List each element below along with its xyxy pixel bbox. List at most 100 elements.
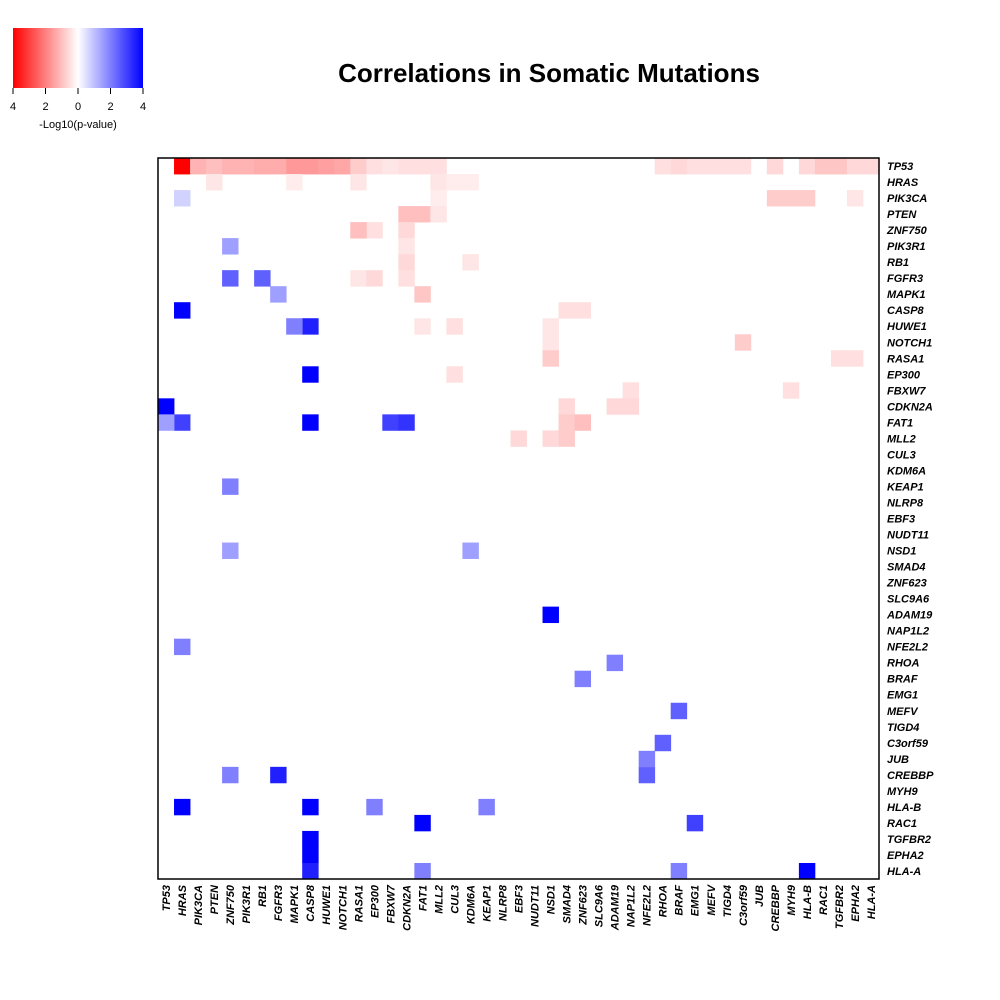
col-label-FAT1: FAT1 bbox=[417, 885, 429, 911]
heatmap-cell-FBXW7-NAP1L2 bbox=[622, 382, 640, 399]
col-label-HUWE1: HUWE1 bbox=[321, 885, 333, 925]
col-label-ZNF750: ZNF750 bbox=[225, 884, 237, 926]
col-label-KEAP1: KEAP1 bbox=[481, 885, 493, 922]
col-label-HRAS: HRAS bbox=[177, 884, 189, 916]
color-legend-label: -Log10(p-value) bbox=[39, 119, 117, 131]
color-legend-tick-label: 4 bbox=[140, 101, 146, 113]
row-label-FGFR3: FGFR3 bbox=[887, 273, 923, 285]
heatmap-cell-HUWE1-MAPK1 bbox=[286, 318, 303, 335]
col-label-CREBBP: CREBBP bbox=[770, 884, 782, 931]
heatmap-cell-TP53-HUWE1 bbox=[318, 158, 335, 175]
row-label-KDM6A: KDM6A bbox=[887, 465, 926, 477]
row-label-RHOA: RHOA bbox=[887, 658, 919, 670]
col-label-CDKN2A: CDKN2A bbox=[401, 885, 413, 931]
col-label-RHOA: RHOA bbox=[658, 885, 670, 917]
heatmap-cell-TP53-ZNF750 bbox=[222, 158, 239, 175]
heatmap-cell-RAC1-EMG1 bbox=[686, 814, 704, 832]
col-label-NLRP8: NLRP8 bbox=[497, 884, 509, 921]
col-label-TIGD4: TIGD4 bbox=[722, 885, 734, 917]
row-label-ZNF623: ZNF623 bbox=[886, 578, 927, 590]
row-label-NUDT11: NUDT11 bbox=[887, 530, 929, 542]
col-label-CASP8: CASP8 bbox=[305, 884, 317, 922]
row-label-BRAF: BRAF bbox=[887, 674, 918, 686]
heatmap-cell-TP53-BRAF bbox=[670, 158, 688, 175]
heatmap-cell-FAT1-HRAS bbox=[174, 414, 191, 431]
heatmap-cell-CASP8-HUWE1 bbox=[302, 318, 319, 335]
heatmap-cell-HRAS-PIK3CA bbox=[174, 190, 191, 207]
heatmap-cell-HLA-A-BRAF bbox=[670, 862, 688, 880]
heatmap-cell-TP53-PTEN bbox=[206, 158, 223, 175]
heatmap-cell-FGFR3-RASA1 bbox=[350, 270, 367, 287]
heatmap-cell-RAC1-FAT1 bbox=[414, 814, 431, 832]
row-label-TP53: TP53 bbox=[887, 161, 913, 173]
heatmap-cell-MLL2-NSD1 bbox=[542, 430, 559, 447]
col-label-EMG1: EMG1 bbox=[690, 885, 702, 916]
heatmap-cell-HLA-A-FAT1 bbox=[414, 862, 431, 880]
column-labels: TP53 HRAS PIK3CA PTEN ZNF750 PIK3R1 RB1 FGFR3 MA… bbox=[161, 883, 878, 931]
row-label-FBXW7: FBXW7 bbox=[887, 385, 926, 397]
row-label-ZNF750: ZNF750 bbox=[886, 225, 928, 237]
heatmap-cell-CASP8-HRAS bbox=[174, 302, 191, 319]
heatmap-cell-TP53-EP300 bbox=[366, 158, 383, 175]
heatmap-cell-FAT1-SMAD4 bbox=[558, 414, 575, 431]
row-label-PTEN: PTEN bbox=[887, 209, 917, 221]
row-label-NLRP8: NLRP8 bbox=[887, 497, 924, 509]
row-label-NFE2L2: NFE2L2 bbox=[887, 642, 928, 654]
row-label-RB1: RB1 bbox=[887, 257, 909, 269]
heatmap-cell-ZNF623-BRAF bbox=[574, 670, 591, 688]
col-label-ADAM19: ADAM19 bbox=[610, 884, 622, 931]
heatmap-cell-HRAS-KDM6A bbox=[462, 174, 479, 191]
heatmap-cell-HLA-B-KEAP1 bbox=[478, 798, 495, 816]
row-label-TIGD4: TIGD4 bbox=[887, 722, 919, 734]
row-label-C3orf59: C3orf59 bbox=[887, 738, 929, 750]
heatmap-cell-RASA1-TGFBR2 bbox=[830, 350, 848, 367]
heatmap-cell-CREBBP-ZNF750 bbox=[222, 766, 239, 784]
heatmap-cell-CASP8-EP300 bbox=[302, 366, 319, 383]
col-label-C3orf59: C3orf59 bbox=[738, 884, 750, 926]
heatmap-cell-CASP8-ZNF623 bbox=[574, 302, 591, 319]
row-label-MLL2: MLL2 bbox=[887, 433, 916, 445]
color-legend-bar bbox=[13, 28, 143, 88]
col-label-TGFBR2: TGFBR2 bbox=[834, 885, 846, 929]
heatmap-cell-PIK3CA-CREBBP bbox=[766, 190, 784, 207]
heatmap-cells bbox=[158, 158, 880, 880]
col-label-BRAF: BRAF bbox=[674, 885, 686, 916]
heatmap-cell-MLL2-EBF3 bbox=[510, 430, 527, 447]
col-label-MLL2: MLL2 bbox=[433, 885, 445, 914]
row-label-NSD1: NSD1 bbox=[887, 546, 916, 558]
row-label-NOTCH1: NOTCH1 bbox=[887, 337, 932, 349]
heatmap-cell-TP53-CASP8 bbox=[302, 158, 319, 175]
col-label-HLA-A: HLA-A bbox=[866, 885, 878, 919]
heatmap-cell-TP53-RAC1 bbox=[814, 158, 832, 175]
heatmap-cell-TP53-RB1 bbox=[254, 158, 271, 175]
heatmap-cell-RB1-KDM6A bbox=[462, 254, 479, 271]
plot-frame bbox=[157, 157, 880, 880]
heatmap-cell-FAT1-TP53 bbox=[158, 414, 175, 431]
heatmap-cell-CASP8-SMAD4 bbox=[558, 302, 575, 319]
row-label-RAC1: RAC1 bbox=[887, 818, 917, 830]
heatmap-cell-TP53-CREBBP bbox=[766, 158, 784, 175]
heatmap-cell-JUB-NFE2L2 bbox=[638, 750, 656, 768]
heatmap-cell-HLA-B-CASP8 bbox=[302, 798, 319, 816]
row-label-KEAP1: KEAP1 bbox=[887, 481, 924, 493]
heatmap-cell-TP53-CDKN2A bbox=[398, 158, 415, 175]
heatmap-cell-NOTCH1-NSD1 bbox=[542, 334, 559, 351]
heatmap-cell-RB1-CDKN2A bbox=[398, 254, 415, 271]
row-label-EPHA2: EPHA2 bbox=[887, 850, 924, 862]
row-label-EP300: EP300 bbox=[887, 369, 921, 381]
row-label-NAP1L2: NAP1L2 bbox=[887, 626, 929, 638]
heatmap-cell-TP53-RASA1 bbox=[350, 158, 367, 175]
col-label-ZNF623: ZNF623 bbox=[578, 885, 590, 926]
row-label-SLC9A6: SLC9A6 bbox=[887, 594, 930, 606]
heatmap-cell-CDKN2A-SMAD4 bbox=[558, 398, 575, 415]
col-label-NFE2L2: NFE2L2 bbox=[642, 885, 654, 926]
heatmap-cell-EP300-CUL3 bbox=[446, 366, 463, 383]
col-label-NSD1: NSD1 bbox=[546, 885, 558, 914]
col-label-RAC1: RAC1 bbox=[818, 885, 830, 915]
heatmap-cell-TP53-PIK3R1 bbox=[238, 158, 255, 175]
row-label-ADAM19: ADAM19 bbox=[886, 610, 933, 622]
row-label-HRAS: HRAS bbox=[887, 177, 919, 189]
heatmap-cell-TP53-TIGD4 bbox=[718, 158, 736, 175]
col-label-EP300: EP300 bbox=[369, 884, 381, 918]
